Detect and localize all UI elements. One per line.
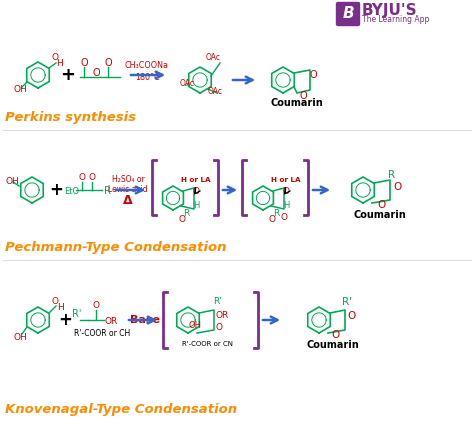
Text: R: R: [104, 186, 111, 196]
Text: R': R': [72, 309, 82, 319]
Text: O: O: [268, 215, 275, 223]
Text: OAc: OAc: [206, 53, 220, 61]
Text: Base: Base: [130, 315, 160, 325]
FancyBboxPatch shape: [337, 3, 359, 25]
Text: H or LA: H or LA: [271, 177, 301, 183]
Text: O: O: [52, 297, 58, 305]
Text: R': R': [342, 297, 352, 307]
Text: R: R: [183, 208, 189, 218]
Text: O: O: [283, 187, 290, 197]
Text: Perkins synthesis: Perkins synthesis: [5, 112, 136, 124]
Text: OR: OR: [105, 318, 118, 326]
Text: O: O: [89, 173, 95, 183]
Text: O: O: [281, 212, 288, 222]
Text: O: O: [104, 58, 112, 68]
Text: O: O: [179, 215, 185, 223]
Text: Coumarin: Coumarin: [307, 340, 359, 350]
Text: R: R: [388, 170, 396, 180]
Text: O: O: [192, 187, 200, 197]
Text: H₂SO₄ or: H₂SO₄ or: [111, 176, 145, 184]
Text: +: +: [61, 66, 75, 84]
Text: EtO: EtO: [64, 187, 79, 197]
Text: R: R: [273, 208, 279, 218]
Text: O: O: [332, 330, 340, 340]
Text: O: O: [52, 53, 58, 63]
Text: O: O: [79, 173, 85, 183]
Text: O: O: [393, 182, 401, 192]
Text: O: O: [378, 200, 386, 210]
Text: O: O: [92, 68, 100, 78]
Text: Coumarin: Coumarin: [271, 98, 323, 108]
Text: Knovenagal-Type Condensation: Knovenagal-Type Condensation: [5, 403, 237, 417]
Text: OH: OH: [5, 177, 19, 187]
Text: R'-COOR or CN: R'-COOR or CN: [182, 341, 234, 347]
Text: +: +: [58, 311, 72, 329]
Text: H or LA: H or LA: [181, 177, 211, 183]
Text: O: O: [299, 91, 307, 101]
Text: O: O: [80, 58, 88, 68]
Text: B: B: [342, 7, 354, 21]
Text: Lewis acid: Lewis acid: [108, 184, 148, 194]
Text: CH₃COONa: CH₃COONa: [125, 61, 169, 71]
Text: Pechmann-Type Condensation: Pechmann-Type Condensation: [5, 241, 227, 254]
Text: O: O: [310, 70, 318, 80]
Text: +: +: [49, 181, 63, 199]
Text: R'-COOR or CH: R'-COOR or CH: [74, 329, 130, 339]
Text: 180°C: 180°C: [135, 73, 159, 81]
Text: O: O: [216, 324, 223, 332]
Text: OH: OH: [13, 85, 27, 95]
Text: OH: OH: [189, 321, 201, 329]
Text: Δ: Δ: [123, 194, 133, 206]
Text: OH: OH: [13, 333, 27, 343]
Text: OR: OR: [216, 311, 229, 319]
Text: O: O: [92, 300, 100, 310]
Text: R': R': [214, 297, 222, 307]
Text: Coumarin: Coumarin: [354, 210, 406, 220]
Text: H: H: [283, 201, 289, 209]
Text: O: O: [347, 311, 355, 321]
Text: H: H: [56, 59, 64, 67]
Text: OAc: OAc: [208, 86, 222, 95]
Text: H: H: [58, 303, 64, 311]
Text: H: H: [193, 201, 199, 209]
Text: OAc: OAc: [180, 78, 194, 88]
Text: BYJU'S: BYJU'S: [362, 3, 418, 18]
Text: The Learning App: The Learning App: [362, 15, 429, 25]
